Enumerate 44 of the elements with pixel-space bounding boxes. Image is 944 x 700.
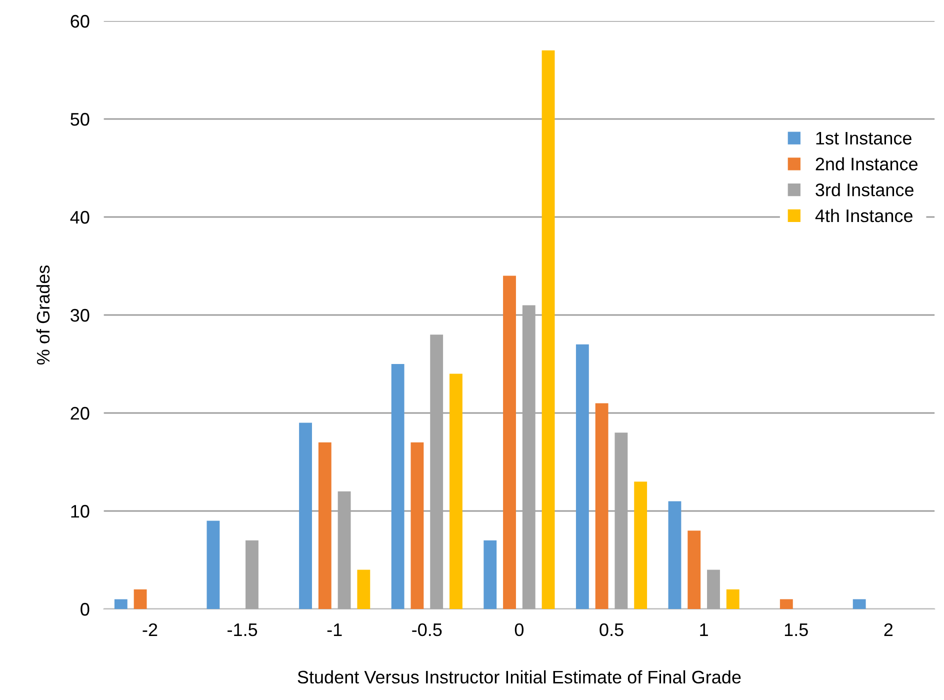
bar — [634, 482, 648, 609]
bar — [688, 530, 701, 609]
x-tick-label: -0.5 — [412, 623, 442, 636]
y-tick-label: 60 — [70, 14, 90, 28]
y-tick-label: 10 — [71, 504, 90, 518]
y-tick-label: 40 — [70, 210, 90, 224]
x-tick-label: 1.5 — [784, 624, 808, 636]
bar — [134, 589, 147, 609]
y-axis-title: % of Grades — [36, 265, 50, 365]
x-tick-label: 2 — [884, 623, 893, 636]
legend-label: 3rd Instance — [816, 183, 914, 196]
bar — [450, 374, 462, 609]
bar — [391, 364, 404, 609]
y-tick-label: 0 — [80, 602, 90, 616]
bar — [668, 501, 682, 609]
x-tick-label: -1.5 — [228, 624, 258, 636]
x-tick-label: 1 — [700, 624, 708, 636]
bar — [503, 276, 516, 609]
bar — [852, 599, 866, 609]
bar — [206, 520, 220, 609]
legend-label: 2nd Instance — [816, 157, 918, 170]
x-axis-title: Student Versus Instructor Initial Estimate of Final Grade — [298, 670, 741, 684]
bar — [780, 599, 793, 609]
bar — [542, 50, 555, 609]
bar — [357, 570, 370, 609]
y-tick-label: 50 — [70, 112, 90, 126]
x-tick-label: 0 — [514, 623, 524, 636]
bar — [726, 589, 740, 609]
x-tick-label: -2 — [142, 623, 158, 636]
x-tick-label: -1 — [327, 624, 342, 636]
legend-label: 1st Instance — [816, 132, 912, 145]
y-tick-label: 20 — [70, 406, 90, 420]
bar — [114, 599, 128, 609]
bar — [299, 422, 312, 609]
x-tick-label: 0.5 — [600, 623, 624, 636]
bar — [484, 540, 497, 609]
bar — [707, 570, 720, 609]
bar — [410, 442, 424, 609]
y-tick-label: 30 — [70, 308, 90, 322]
bar — [595, 403, 608, 609]
legend-label: 4th Instance — [815, 208, 912, 222]
bar — [318, 442, 332, 609]
bar — [576, 344, 589, 609]
bar — [246, 540, 258, 609]
